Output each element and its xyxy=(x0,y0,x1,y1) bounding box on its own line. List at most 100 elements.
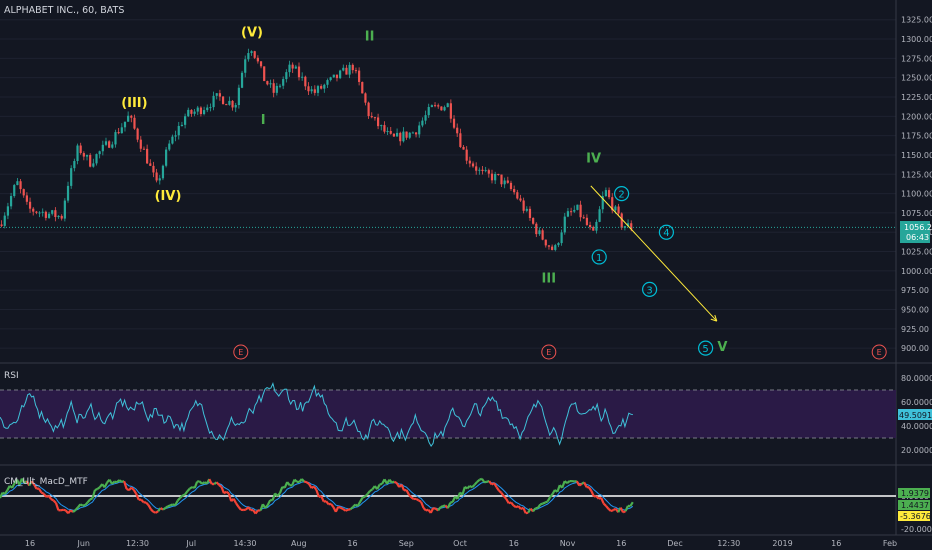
macd-segment xyxy=(595,495,600,500)
macd-segment xyxy=(215,481,220,486)
candle-body xyxy=(389,130,392,134)
candle-body xyxy=(433,105,437,107)
candle-body xyxy=(383,125,386,132)
macd-segment xyxy=(495,486,500,492)
candle-body xyxy=(446,103,449,108)
candle-body xyxy=(380,125,383,127)
candle-body xyxy=(418,125,421,135)
macd-value-badge-3 xyxy=(898,511,930,521)
price-tick-label: 1000.00 xyxy=(901,267,932,276)
macd-segment xyxy=(484,480,487,484)
candle-body xyxy=(41,211,44,213)
candle-body xyxy=(437,105,440,107)
wave-label: III xyxy=(542,271,557,286)
earnings-label: E xyxy=(546,348,551,357)
macd-segment xyxy=(476,478,481,483)
candle-body xyxy=(588,224,592,228)
macd-segment xyxy=(418,499,422,503)
macd-segment xyxy=(79,503,84,507)
price-tick-label: 975.00 xyxy=(901,286,929,295)
macd-segment xyxy=(152,510,157,514)
macd-title: CM_Ult_MacD_MTF xyxy=(4,477,88,487)
macd-segment xyxy=(624,505,629,512)
candle-body xyxy=(76,145,79,162)
macd-segment xyxy=(425,508,429,512)
candle-body xyxy=(272,83,275,93)
macd-segment xyxy=(227,493,233,502)
candle-body xyxy=(183,116,187,125)
macd-segment xyxy=(254,509,259,515)
rsi-value-badge xyxy=(898,409,932,420)
candle-body xyxy=(89,155,92,167)
candle-body xyxy=(307,86,310,92)
macd-value-1: 1.9379 xyxy=(901,489,929,498)
macd-pane[interactable]: CM_Ult_MacD_MTF xyxy=(0,477,896,515)
candle-body xyxy=(92,163,95,167)
macd-segment xyxy=(50,498,55,502)
macd-segment xyxy=(330,503,335,508)
candle-body xyxy=(234,105,237,108)
time-axis[interactable]: 16 Jun 12:30 Jul 14:30 Aug 16 Sep Oct 16 Nov 16 Dec 1… xyxy=(25,539,897,548)
macd-segment xyxy=(282,485,286,489)
candle-body xyxy=(551,246,554,250)
macd-segment xyxy=(303,480,307,484)
macd-segment xyxy=(334,506,340,513)
macd-segment xyxy=(605,505,610,510)
macd-segment xyxy=(491,482,495,486)
candle-body xyxy=(158,178,161,181)
candle-body xyxy=(114,132,117,145)
candle-body xyxy=(320,86,323,89)
macd-segment xyxy=(446,502,452,509)
candle-body xyxy=(269,83,272,85)
rsi-pane[interactable]: RSI xyxy=(0,371,896,448)
candle-body xyxy=(335,74,339,79)
macd-segment xyxy=(356,500,362,507)
candle-body xyxy=(152,165,155,173)
price-axis[interactable]: 1325.00 1300.00 1275.00 1250.00 1225.00 1200.… xyxy=(901,16,932,353)
price-tick-label: 1300.00 xyxy=(901,35,932,44)
candle-body xyxy=(339,70,342,79)
macd-segment xyxy=(223,490,227,495)
minor-wave-circle xyxy=(658,224,675,240)
candle-body xyxy=(275,85,278,93)
rsi-title: RSI xyxy=(4,371,19,381)
macd-segment xyxy=(186,487,191,492)
rsi-value: 49.5091 xyxy=(899,411,932,420)
macd-segment xyxy=(510,501,515,507)
candle-body xyxy=(180,124,184,126)
candle-body xyxy=(614,206,617,211)
time-tick-label: 16 xyxy=(25,539,35,548)
candle-body xyxy=(329,77,332,81)
macd-segment xyxy=(408,493,413,499)
candle-body xyxy=(522,200,525,211)
candle-body xyxy=(108,141,111,148)
candle-body xyxy=(244,59,247,73)
candle-body xyxy=(0,224,3,226)
candle-body xyxy=(57,215,60,218)
macd-segment xyxy=(522,507,527,514)
candle-body xyxy=(538,230,541,235)
candle-body xyxy=(566,211,570,217)
wave-label: II xyxy=(365,30,375,45)
macd-segment xyxy=(11,482,16,489)
macd-segment xyxy=(525,511,529,515)
bar-countdown: 06:43 xyxy=(906,233,929,242)
earnings-circle xyxy=(541,344,557,360)
macd-segment xyxy=(583,481,588,488)
projection-trendline[interactable] xyxy=(590,185,718,322)
candle-body xyxy=(484,170,487,172)
macd-segment xyxy=(505,498,510,504)
macd-segment xyxy=(225,490,230,495)
macd-segment xyxy=(481,478,486,483)
candle-body xyxy=(516,192,519,199)
candle-body xyxy=(570,211,573,213)
candle-body xyxy=(604,190,608,197)
minor-wave-number: 2 xyxy=(618,190,624,201)
time-tick-label: 14:30 xyxy=(233,539,256,548)
candle-body xyxy=(247,53,250,60)
macd-segment xyxy=(415,497,420,502)
macd-segment xyxy=(539,502,544,506)
